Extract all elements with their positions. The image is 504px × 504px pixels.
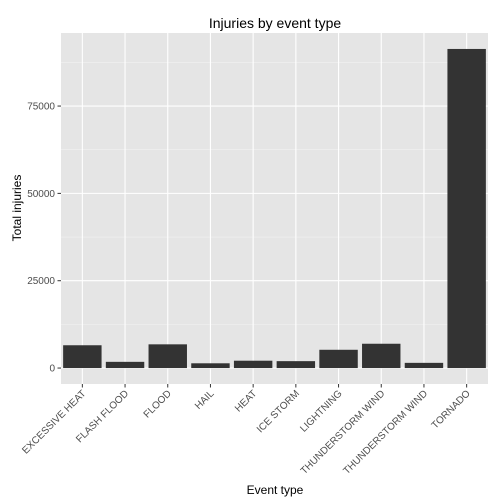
x-tick-label: THUNDERSTORM WIND — [299, 388, 388, 477]
bar — [105, 361, 145, 369]
y-tick-label: 50000 — [27, 189, 55, 200]
bar — [276, 361, 316, 369]
y-tick-label: 75000 — [27, 102, 55, 113]
bar — [233, 360, 273, 369]
minor-gridlines — [61, 62, 488, 325]
y-axis-ticks: 0 25000 50000 75000 — [27, 102, 61, 375]
x-tick-label: ICE STORM — [255, 388, 302, 435]
chart-title: Injuries by event type — [209, 15, 342, 31]
bar — [63, 345, 102, 369]
bar — [404, 362, 444, 369]
y-tick-label: 0 — [49, 364, 55, 375]
x-axis-title: Event type — [247, 483, 304, 497]
x-tick-label: HAIL — [193, 388, 217, 412]
plot-panel — [61, 33, 488, 384]
bar — [148, 344, 187, 369]
x-tick-label: HEAT — [233, 388, 259, 414]
x-tick-label: LIGHTNING — [298, 388, 344, 434]
bars — [63, 48, 486, 369]
bar — [447, 48, 486, 369]
x-tick-label: EXCESSIVE HEAT — [20, 388, 88, 456]
bar — [362, 343, 401, 369]
y-axis-title: Total injuries — [10, 175, 24, 242]
x-tick-label: TORNADO — [430, 388, 473, 431]
x-tick-label: THUNDERSTORM WIND — [341, 388, 430, 477]
y-tick-label: 25000 — [27, 276, 55, 287]
x-tick-label: FLOOD — [142, 388, 174, 420]
bar — [191, 363, 230, 369]
bar — [319, 349, 358, 369]
major-gridlines — [61, 33, 488, 384]
